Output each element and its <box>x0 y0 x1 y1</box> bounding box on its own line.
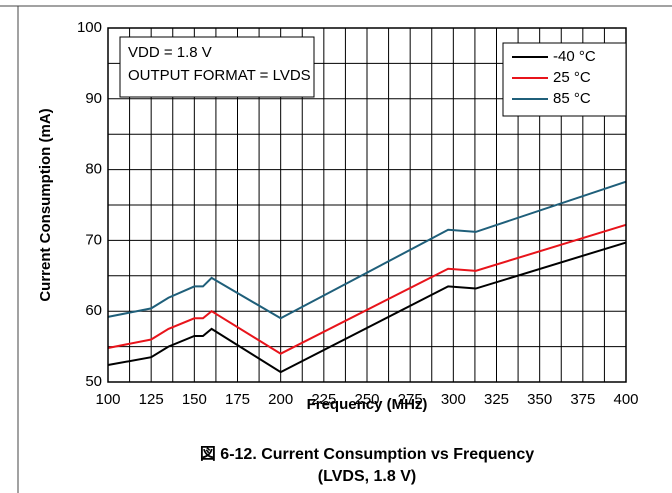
series-line <box>107 180 627 320</box>
annotation: OUTPUT FORMAT = LVDS <box>128 67 311 84</box>
x-tick-label: 100 <box>95 391 120 408</box>
x-tick-label: 275 <box>398 391 423 408</box>
series-line <box>107 223 627 355</box>
legend-label: 85 °C <box>553 90 591 107</box>
annotation: VDD = 1.8 V <box>128 44 212 61</box>
x-tick-label: 300 <box>441 391 466 408</box>
x-tick-label: 375 <box>570 391 595 408</box>
x-tick-label: 150 <box>182 391 207 408</box>
y-tick-label: 80 <box>85 161 102 178</box>
y-tick-label: 70 <box>85 231 102 248</box>
y-tick-label: 50 <box>85 373 102 390</box>
y-axis-label: Current Consumption (mA) <box>37 108 54 301</box>
lines <box>107 180 627 374</box>
y-tick-label: 100 <box>77 19 102 36</box>
y-tick-label: 60 <box>85 302 102 319</box>
series-line <box>107 241 627 374</box>
x-tick-label: 400 <box>613 391 638 408</box>
caption: 図 6-12. Current Consumption vs Frequency <box>200 445 534 463</box>
caption: (LVDS, 1.8 V) <box>318 468 416 485</box>
legend-label: -40 °C <box>553 48 596 65</box>
x-tick-label: 325 <box>484 391 509 408</box>
x-axis-label: Frequency (MHz) <box>307 396 428 413</box>
x-tick-label: 250 <box>354 391 379 408</box>
x-tick-label: 125 <box>139 391 164 408</box>
y-tick-label: 90 <box>85 90 102 107</box>
legend-box <box>502 42 627 117</box>
annotation-box <box>119 36 315 98</box>
legend-label: 25 °C <box>553 69 591 86</box>
x-tick-label: 200 <box>268 391 293 408</box>
x-tick-label: 225 <box>311 391 336 408</box>
plot-frame <box>107 27 627 383</box>
x-tick-label: 350 <box>527 391 552 408</box>
x-tick-label: 175 <box>225 391 250 408</box>
